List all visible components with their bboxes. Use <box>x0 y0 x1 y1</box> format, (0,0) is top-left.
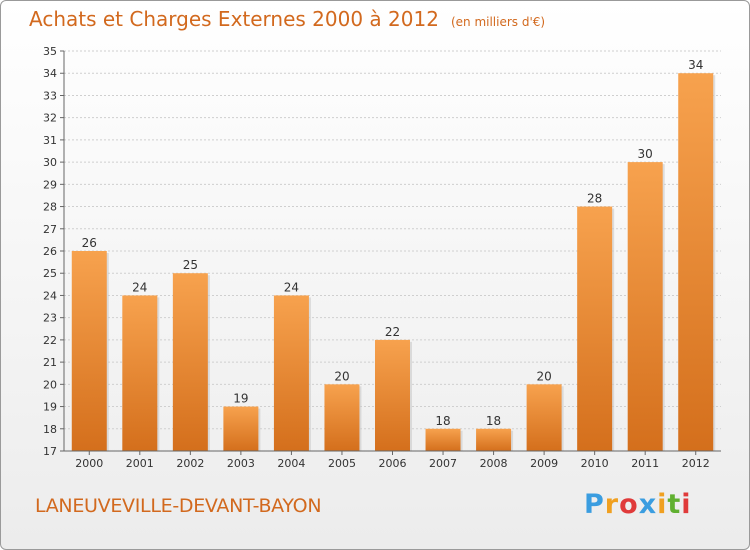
logo-letter: i <box>681 489 692 520</box>
x-tick-label: 2011 <box>631 457 659 470</box>
x-tick-label: 2006 <box>379 457 407 470</box>
proxiti-logo: Proxiti <box>584 489 692 520</box>
y-tick-label: 22 <box>43 334 57 347</box>
bar-value-label: 25 <box>183 258 198 272</box>
bar-2005 <box>324 384 360 451</box>
x-tick-label: 2002 <box>176 457 204 470</box>
y-tick-label: 31 <box>43 134 57 147</box>
bar-2011 <box>627 162 663 451</box>
bar-value-label: 20 <box>536 369 551 383</box>
bar-2009 <box>526 384 562 451</box>
bar-value-label: 18 <box>435 414 450 428</box>
y-tick-label: 29 <box>43 178 57 191</box>
x-tick-label: 2005 <box>328 457 356 470</box>
y-tick-label: 23 <box>43 312 57 325</box>
x-tick-label: 2004 <box>277 457 305 470</box>
unit-text: (en milliers d'€) <box>450 15 546 29</box>
bar-value-label: 20 <box>334 369 349 383</box>
x-tick-label: 2003 <box>227 457 255 470</box>
bar-2002 <box>172 273 208 451</box>
y-tick-label: 27 <box>43 223 57 236</box>
y-tick-label: 28 <box>43 201 57 214</box>
x-tick-label: 2000 <box>75 457 103 470</box>
logo-letter: t <box>667 489 682 520</box>
bar-value-label: 28 <box>587 192 602 206</box>
logo-letter: o <box>619 489 639 520</box>
y-tick-label: 33 <box>43 89 57 102</box>
y-tick-label: 20 <box>43 378 57 391</box>
x-tick-label: 2008 <box>480 457 508 470</box>
logo-letter: P <box>584 489 605 520</box>
y-tick-label: 34 <box>43 67 57 80</box>
x-tick-label: 2001 <box>126 457 154 470</box>
y-tick-label: 24 <box>43 289 57 302</box>
bar-2003 <box>223 406 259 451</box>
y-tick-label: 26 <box>43 245 57 258</box>
logo-letter: i <box>657 489 668 520</box>
chart-title: Achats et Charges Externes 2000 à 2012 (e… <box>29 7 545 31</box>
y-tick-label: 32 <box>43 112 57 125</box>
y-tick-label: 25 <box>43 267 57 280</box>
y-tick-label: 18 <box>43 423 57 436</box>
bar-value-label: 18 <box>486 414 501 428</box>
x-tick-label: 2009 <box>530 457 558 470</box>
bar-2000 <box>71 251 107 451</box>
title-text: Achats et Charges Externes 2000 à 2012 <box>29 7 439 31</box>
bar-2010 <box>577 206 613 451</box>
bar-2006 <box>375 339 410 451</box>
bar-value-label: 30 <box>638 147 653 161</box>
x-tick-label: 2012 <box>682 457 710 470</box>
y-tick-label: 30 <box>43 156 57 169</box>
logo-letter: r <box>604 489 620 520</box>
y-tick-label: 17 <box>43 445 57 458</box>
x-tick-label: 2007 <box>429 457 457 470</box>
logo-letter: x <box>638 489 658 520</box>
y-tick-label: 19 <box>43 401 57 414</box>
bar-2012 <box>678 73 714 451</box>
bar-value-label: 19 <box>233 392 248 406</box>
bar-value-label: 24 <box>284 280 299 294</box>
bar-2007 <box>425 428 461 451</box>
bar-value-label: 24 <box>132 280 147 294</box>
bar-value-label: 34 <box>688 58 703 72</box>
bar-2001 <box>122 295 158 451</box>
y-tick-label: 21 <box>43 356 57 369</box>
bar-2008 <box>476 428 512 451</box>
city-name: LANEUVEVILLE-DEVANT-BAYON <box>35 495 322 517</box>
bar-value-label: 26 <box>82 236 97 250</box>
y-tick-label: 35 <box>43 45 57 58</box>
bar-2004 <box>273 295 309 451</box>
x-tick-label: 2010 <box>581 457 609 470</box>
bar-value-label: 22 <box>385 325 400 339</box>
